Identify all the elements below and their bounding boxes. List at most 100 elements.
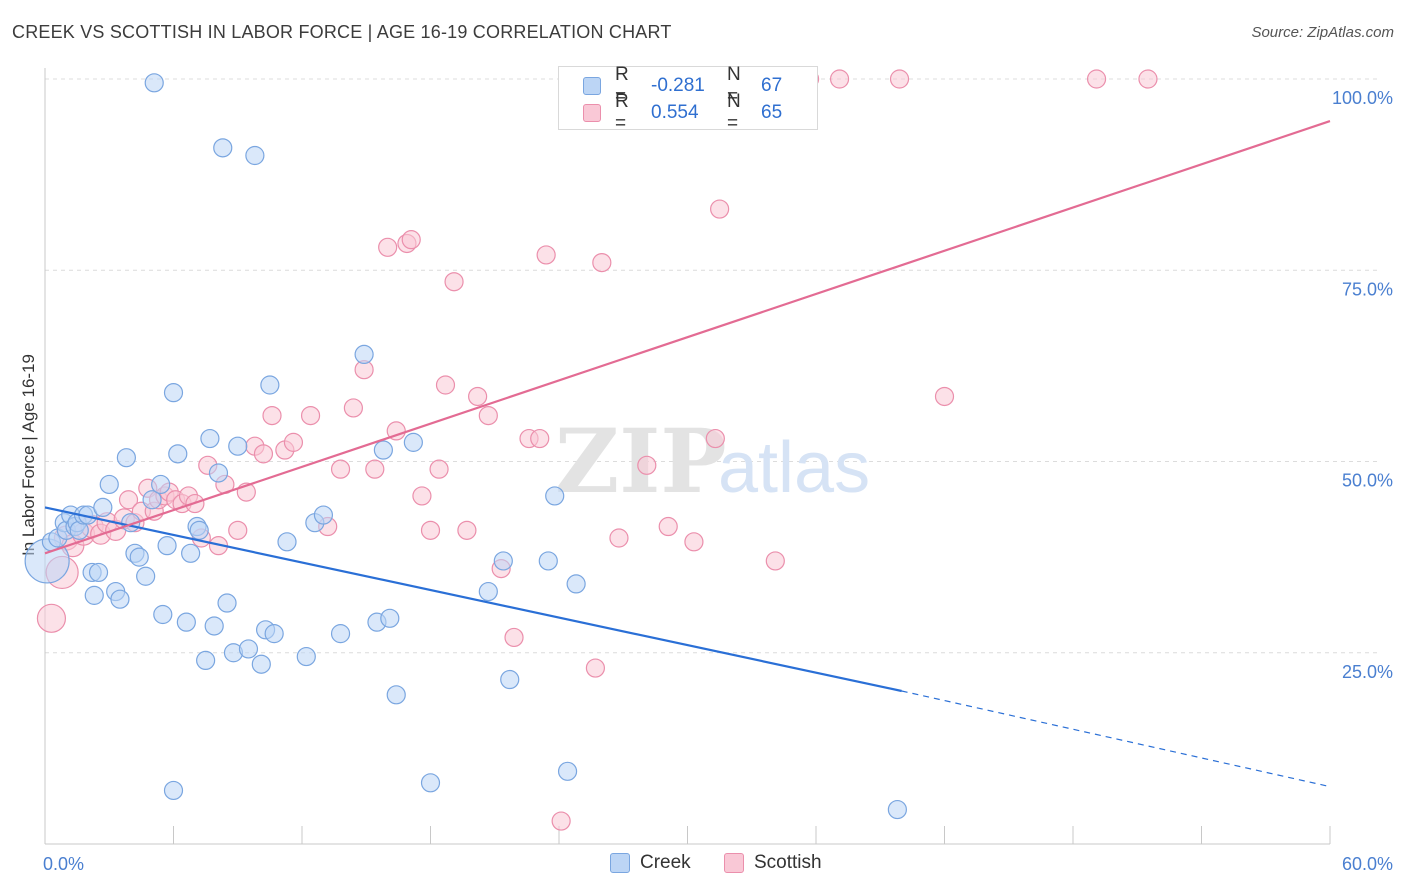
- creek-point: [136, 566, 156, 586]
- creek-point: [110, 589, 130, 609]
- creek-n-value: 67: [761, 75, 783, 96]
- creek-swatch-icon: [610, 853, 630, 873]
- scottish-point: [444, 272, 464, 292]
- scottish-r-value: 0.554: [651, 102, 699, 123]
- creek-point: [144, 73, 164, 93]
- scottish-point: [365, 459, 385, 479]
- y-axis-label: In Labor Force | Age 16-19: [19, 354, 38, 556]
- scottish-point: [536, 245, 556, 265]
- creek-point: [557, 761, 578, 781]
- creek-point: [84, 585, 104, 605]
- n-label: N =: [727, 64, 741, 107]
- scottish-point: [585, 658, 606, 678]
- creek-point: [217, 593, 237, 613]
- creek-point: [208, 463, 229, 483]
- creek-trend-line: [44, 506, 902, 693]
- creek-point: [168, 444, 188, 464]
- legend-label-creek: Creek: [640, 852, 691, 873]
- scottish-point: [435, 375, 456, 395]
- scottish-point: [36, 603, 67, 633]
- creek-point: [373, 440, 393, 460]
- scottish-point: [401, 230, 421, 250]
- y-tick-label: 75.0%: [1342, 279, 1393, 299]
- scottish-point: [765, 551, 785, 571]
- creek-point: [354, 344, 374, 364]
- creek-point: [296, 646, 316, 667]
- scottish-point: [658, 516, 678, 537]
- creek-point: [545, 486, 565, 506]
- scottish-point: [934, 386, 955, 407]
- stats-legend: R = -0.281 N = 67 R = 0.554 N = 65: [558, 64, 818, 134]
- scottish-point: [378, 237, 398, 257]
- r-label: R =: [615, 64, 629, 107]
- scottish-point: [343, 398, 363, 418]
- y-tick-label: 25.0%: [1342, 662, 1393, 682]
- creek-point: [887, 799, 907, 820]
- scottish-point: [705, 428, 725, 449]
- creek-point: [204, 616, 224, 636]
- x-tick-label: 60.0%: [1342, 854, 1393, 874]
- creek-point: [330, 624, 351, 644]
- creek-point: [151, 474, 171, 495]
- creek-point: [88, 562, 109, 583]
- scottish-point: [829, 69, 850, 89]
- creek-point: [99, 474, 119, 495]
- creek-point: [142, 490, 162, 510]
- scottish-point: [386, 421, 406, 441]
- creek-point: [245, 145, 265, 166]
- scottish-point: [889, 69, 910, 89]
- scottish-point: [609, 528, 629, 548]
- y-tick-label: 50.0%: [1342, 471, 1393, 491]
- creek-point: [181, 543, 201, 563]
- creek-point: [380, 608, 400, 628]
- creek-swatch-icon: [583, 77, 601, 95]
- creek-point: [403, 432, 423, 452]
- creek-point: [189, 520, 209, 540]
- creek-point: [196, 650, 216, 671]
- legend-row-creek: R = -0.281 N = 67: [583, 64, 783, 107]
- legend-row-scottish: R = 0.554 N = 65: [583, 91, 783, 134]
- scottish-point: [118, 490, 139, 510]
- scottish-point: [457, 520, 477, 540]
- creek-point: [163, 383, 184, 403]
- creek-point: [500, 669, 520, 690]
- n-label: N =: [727, 91, 741, 134]
- creek-point: [313, 505, 334, 525]
- creek-point: [153, 604, 173, 625]
- creek-point: [386, 685, 406, 705]
- scottish-point: [637, 455, 657, 475]
- scottish-point: [283, 432, 304, 452]
- creek-point: [260, 375, 280, 395]
- creek-point: [251, 654, 271, 674]
- creek-point: [228, 436, 248, 456]
- scottish-point: [420, 520, 441, 540]
- watermark-atlas: atlas: [718, 428, 870, 508]
- scottish-n-value: 65: [761, 102, 783, 123]
- creek-point: [493, 551, 513, 571]
- creek-point: [157, 536, 177, 556]
- creek-point: [238, 639, 259, 659]
- creek-point: [478, 581, 498, 602]
- creek-point: [277, 532, 297, 552]
- creek-point: [163, 780, 184, 801]
- scottish-point: [412, 486, 432, 506]
- creek-point: [213, 138, 233, 158]
- source-credit: Source: ZipAtlas.com: [1251, 24, 1394, 41]
- scottish-point: [262, 406, 282, 426]
- chart-title: CREEK VS SCOTTISH IN LABOR FORCE | AGE 1…: [12, 22, 672, 42]
- creek-point: [129, 547, 149, 567]
- r-label: R =: [615, 91, 629, 134]
- scottish-swatch-icon: [583, 104, 601, 122]
- creek-point: [264, 624, 284, 644]
- creek-r-value: -0.281: [651, 75, 705, 96]
- creek-point: [538, 551, 558, 571]
- creek-point: [93, 497, 113, 517]
- x-tick-label: 0.0%: [43, 854, 84, 874]
- scottish-point: [592, 253, 612, 273]
- legend-item-creek: Creek: [610, 852, 691, 874]
- scottish-point: [1138, 69, 1158, 89]
- scottish-point: [253, 444, 274, 464]
- scottish-point: [300, 406, 321, 426]
- legend-label-scottish: Scottish: [754, 852, 822, 873]
